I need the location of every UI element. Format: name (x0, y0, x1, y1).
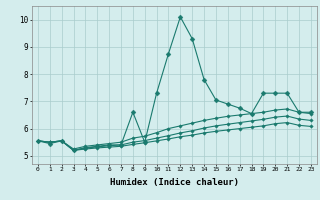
X-axis label: Humidex (Indice chaleur): Humidex (Indice chaleur) (110, 178, 239, 187)
